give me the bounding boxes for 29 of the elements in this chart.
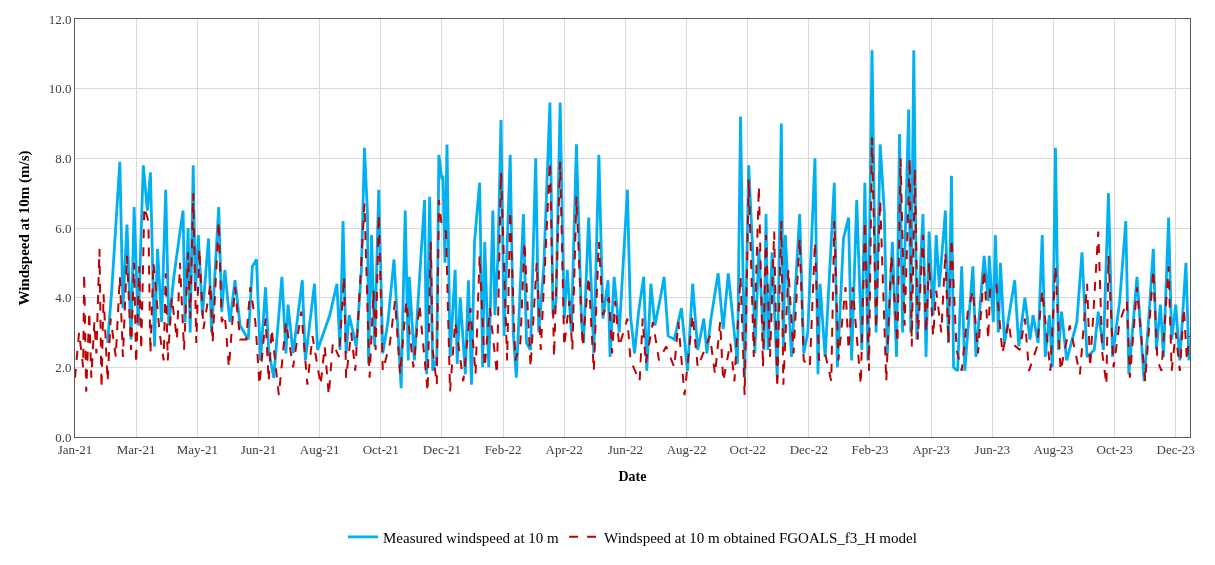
y-tick-label: 6.0 <box>55 220 72 236</box>
line-series <box>75 136 1190 397</box>
x-tick-label: May-21 <box>176 441 218 457</box>
x-tick-label: Jun-23 <box>974 441 1010 457</box>
x-tick-label: Dec-23 <box>1156 441 1195 457</box>
legend-label: Measured windspeed at 10 m <box>383 529 560 546</box>
x-tick-label: Oct-22 <box>729 441 766 457</box>
y-tick-label: 8.0 <box>55 150 72 166</box>
y-tick-label: 2.0 <box>55 359 72 375</box>
y-tick-label: 4.0 <box>55 290 72 306</box>
y-tick-label: 10.0 <box>48 81 72 97</box>
x-tick-label: Oct-21 <box>362 441 399 457</box>
x-tick-label: Aug-22 <box>666 441 707 457</box>
x-tick-label: Feb-22 <box>484 441 522 457</box>
x-tick-label: Jun-21 <box>240 441 277 457</box>
x-tick-label: Dec-21 <box>422 441 462 457</box>
x-tick-label: Feb-23 <box>851 441 889 457</box>
x-tick-label: Aug-23 <box>1033 441 1074 457</box>
x-tick-label: Oct-23 <box>1096 441 1133 457</box>
y-axis-title: Windspeed at 10m (m/s) <box>15 150 33 306</box>
x-tick-label: Aug-21 <box>299 441 340 457</box>
legend-label: Windspeed at 10 m obtained FGOALS_f3_H model <box>604 529 917 546</box>
x-tick-label: Mar-21 <box>116 441 156 457</box>
x-tick-label: Apr-22 <box>545 441 583 457</box>
x-tick-label: Jun-22 <box>607 441 644 457</box>
x-tick-label: Apr-23 <box>912 441 950 457</box>
x-axis-title: Date <box>618 468 647 484</box>
x-tick-label: Dec-22 <box>789 441 828 457</box>
y-tick-label: 12.0 <box>48 11 72 27</box>
